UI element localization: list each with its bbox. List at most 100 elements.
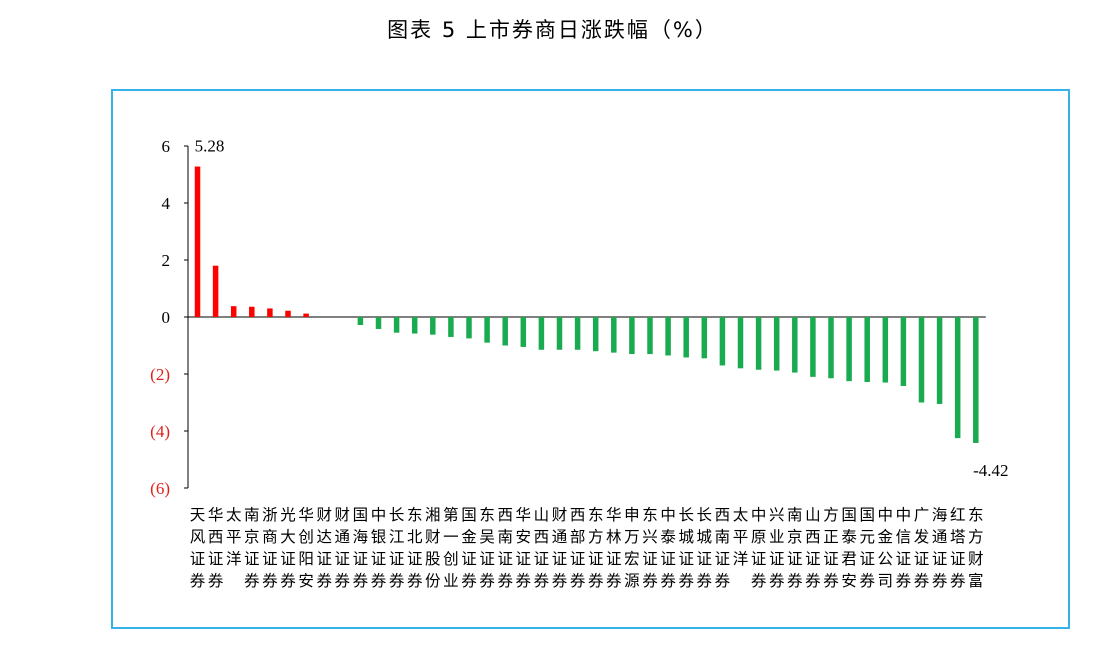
bar <box>430 317 436 335</box>
category-label: 长城证券 <box>678 506 694 590</box>
bar <box>882 317 889 383</box>
category-label: 长城证券 <box>697 506 713 590</box>
category-label: 申万宏源 <box>624 506 640 590</box>
y-tick-label: 6 <box>162 137 171 156</box>
bar <box>538 317 545 350</box>
category-label: 山西证券 <box>534 506 550 590</box>
category-label: 红塔证券 <box>950 506 966 590</box>
bar <box>611 317 617 353</box>
bar <box>194 166 201 317</box>
category-label: 国金证券 <box>461 506 477 590</box>
bar <box>719 317 726 366</box>
bar <box>592 317 599 352</box>
bar <box>900 317 907 386</box>
category-label: 湘财股份 <box>425 506 441 590</box>
category-label: 华创阳安 <box>298 506 314 590</box>
bar <box>629 317 635 355</box>
category-label: 中原证券 <box>751 506 767 590</box>
y-tick-label: (2) <box>150 365 170 384</box>
category-label: 东吴证券 <box>479 506 495 590</box>
bar <box>502 317 508 346</box>
bar <box>810 317 816 377</box>
category-label: 天风证券 <box>190 506 206 590</box>
category-label: 广发证券 <box>914 506 930 590</box>
y-tick-label: 4 <box>162 194 171 213</box>
category-label: 第一创业 <box>443 506 459 590</box>
category-label: 东兴证券 <box>642 506 658 590</box>
bar <box>393 317 400 333</box>
bar <box>484 317 490 343</box>
category-label: 南京证券 <box>787 506 803 590</box>
y-tick-label: 0 <box>162 308 171 327</box>
bar <box>303 313 309 317</box>
category-label: 华西证券 <box>208 506 224 590</box>
chart-frame <box>111 89 1070 629</box>
bar <box>574 317 581 350</box>
category-label: 长江证券 <box>389 506 405 590</box>
category-label: 东方财富 <box>968 506 984 590</box>
category-label: 太平洋 <box>733 506 749 568</box>
bar <box>737 317 744 369</box>
category-label: 华安证券 <box>516 506 532 590</box>
chart-title: 图表 5 上市券商日涨跌幅（%） <box>387 18 718 42</box>
bar <box>411 317 418 334</box>
category-label: 西南证券 <box>497 506 513 590</box>
bar <box>357 317 364 325</box>
bar <box>683 317 689 358</box>
bar <box>212 265 219 317</box>
bar <box>466 317 472 339</box>
category-label: 太平洋 <box>226 506 242 568</box>
category-label: 财通证券 <box>552 506 568 590</box>
category-label: 中银证券 <box>371 506 387 590</box>
category-label: 中金公司 <box>878 506 894 590</box>
category-label: 华林证券 <box>606 506 622 590</box>
bar <box>556 317 563 350</box>
bar-series <box>194 166 979 443</box>
bar <box>936 317 943 404</box>
category-label: 西部证券 <box>570 506 586 590</box>
bar <box>755 317 762 370</box>
bar <box>249 306 255 317</box>
category-labels: 天风证券华西证券太平洋南京证券浙商证券光大证券华创阳安财达证券财通证券国海证券中… <box>190 506 984 590</box>
bar <box>267 308 273 317</box>
category-label: 财达证券 <box>316 506 332 590</box>
bar <box>973 317 979 443</box>
category-label: 南京证券 <box>244 506 260 590</box>
category-label: 浙商证券 <box>262 506 278 590</box>
category-label: 中信证券 <box>896 506 912 590</box>
category-label: 西南证券 <box>715 506 731 590</box>
bar <box>792 317 798 373</box>
category-label: 国泰君安 <box>841 506 857 590</box>
category-label: 兴业证券 <box>769 506 785 590</box>
category-label: 东北证券 <box>407 506 423 590</box>
data-label: -4.42 <box>973 461 1008 480</box>
bar <box>375 317 382 329</box>
category-label: 光大证券 <box>280 506 296 590</box>
bar <box>665 317 671 356</box>
category-label: 东方证券 <box>588 506 604 590</box>
bar <box>647 317 653 355</box>
bar <box>448 317 454 337</box>
y-tick-label: 2 <box>162 251 171 270</box>
category-label: 国元证券 <box>859 506 875 590</box>
y-axis: 6 4 2 0 (2) (4) (6) <box>150 137 986 498</box>
bar <box>954 317 961 439</box>
category-label: 海通证券 <box>932 506 948 590</box>
category-label: 国海证券 <box>353 506 369 590</box>
bar <box>701 317 708 359</box>
bar <box>230 306 237 317</box>
y-tick-label: (4) <box>150 422 170 441</box>
data-label: 5.28 <box>195 137 225 156</box>
bar <box>828 317 834 379</box>
bar <box>520 317 527 347</box>
category-label: 方正证券 <box>823 506 839 590</box>
y-tick-label: (6) <box>150 479 170 498</box>
bar <box>846 317 852 382</box>
bar <box>918 317 925 403</box>
bar <box>864 317 870 382</box>
category-label: 中泰证券 <box>660 506 676 590</box>
category-label: 山西证券 <box>805 506 821 590</box>
data-labels: 5.28 -4.42 <box>195 137 1009 480</box>
bar <box>285 310 291 317</box>
